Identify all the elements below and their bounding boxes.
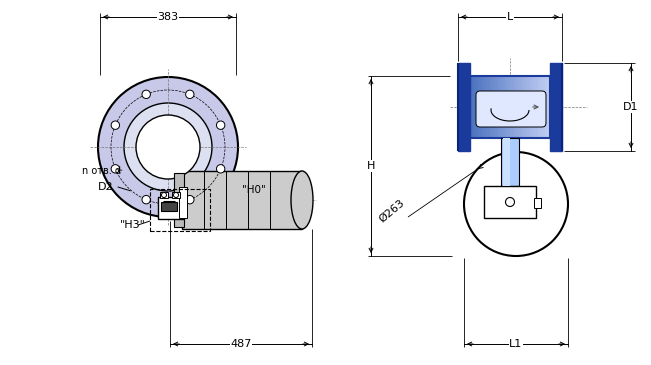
Bar bbox=[497, 76, 499, 138]
Bar bbox=[478, 76, 480, 138]
Bar bbox=[531, 76, 534, 138]
Bar bbox=[480, 76, 483, 138]
Bar bbox=[486, 76, 489, 138]
Text: "H3": "H3" bbox=[120, 220, 146, 230]
Circle shape bbox=[142, 196, 150, 204]
Circle shape bbox=[124, 103, 212, 191]
Circle shape bbox=[186, 90, 194, 99]
Bar bbox=[503, 138, 510, 186]
Bar bbox=[542, 76, 545, 138]
Bar bbox=[539, 76, 542, 138]
Bar bbox=[526, 76, 529, 138]
Bar bbox=[470, 76, 550, 138]
Bar bbox=[518, 76, 521, 138]
Bar bbox=[534, 76, 536, 138]
Text: "H0": "H0" bbox=[242, 185, 266, 195]
Bar bbox=[505, 76, 507, 138]
Bar bbox=[161, 202, 177, 211]
Circle shape bbox=[136, 115, 200, 179]
Text: D2: D2 bbox=[98, 182, 113, 192]
Bar bbox=[172, 192, 180, 198]
Bar bbox=[458, 63, 470, 151]
Text: 487: 487 bbox=[230, 339, 252, 349]
Bar bbox=[483, 76, 486, 138]
Bar bbox=[521, 76, 523, 138]
Bar bbox=[516, 76, 518, 138]
Circle shape bbox=[217, 121, 225, 129]
Bar bbox=[534, 198, 541, 208]
Bar bbox=[502, 76, 505, 138]
Text: L1: L1 bbox=[509, 339, 523, 349]
Bar bbox=[499, 76, 502, 138]
Ellipse shape bbox=[291, 171, 313, 229]
Bar bbox=[513, 76, 516, 138]
Bar bbox=[150, 189, 210, 231]
Circle shape bbox=[217, 165, 225, 173]
Bar bbox=[536, 76, 539, 138]
Bar bbox=[529, 76, 531, 138]
Circle shape bbox=[161, 192, 167, 197]
Bar bbox=[507, 76, 510, 138]
Circle shape bbox=[142, 90, 150, 99]
Bar bbox=[174, 173, 184, 227]
Bar bbox=[160, 192, 168, 198]
Circle shape bbox=[111, 121, 120, 129]
Text: n отв. d: n отв. d bbox=[82, 166, 121, 176]
Bar bbox=[182, 171, 302, 229]
Bar bbox=[484, 186, 536, 218]
Bar bbox=[470, 76, 473, 138]
Circle shape bbox=[186, 196, 194, 204]
Text: L: L bbox=[507, 12, 513, 22]
Text: H: H bbox=[367, 161, 375, 171]
Text: 383: 383 bbox=[158, 12, 178, 22]
Bar bbox=[494, 76, 497, 138]
Circle shape bbox=[98, 77, 238, 217]
Bar bbox=[547, 76, 550, 138]
Bar bbox=[545, 76, 547, 138]
Circle shape bbox=[505, 197, 514, 207]
Circle shape bbox=[111, 165, 120, 173]
Text: D1: D1 bbox=[623, 102, 639, 112]
Bar bbox=[158, 197, 184, 219]
Bar bbox=[179, 187, 187, 218]
Bar bbox=[501, 138, 519, 186]
Circle shape bbox=[174, 192, 178, 197]
Bar bbox=[475, 76, 478, 138]
Bar bbox=[492, 76, 494, 138]
Bar bbox=[523, 76, 526, 138]
Bar bbox=[510, 76, 513, 138]
Text: Ø263: Ø263 bbox=[378, 197, 407, 224]
FancyBboxPatch shape bbox=[476, 91, 546, 127]
Bar bbox=[473, 76, 475, 138]
Bar bbox=[489, 76, 492, 138]
Bar bbox=[550, 63, 562, 151]
